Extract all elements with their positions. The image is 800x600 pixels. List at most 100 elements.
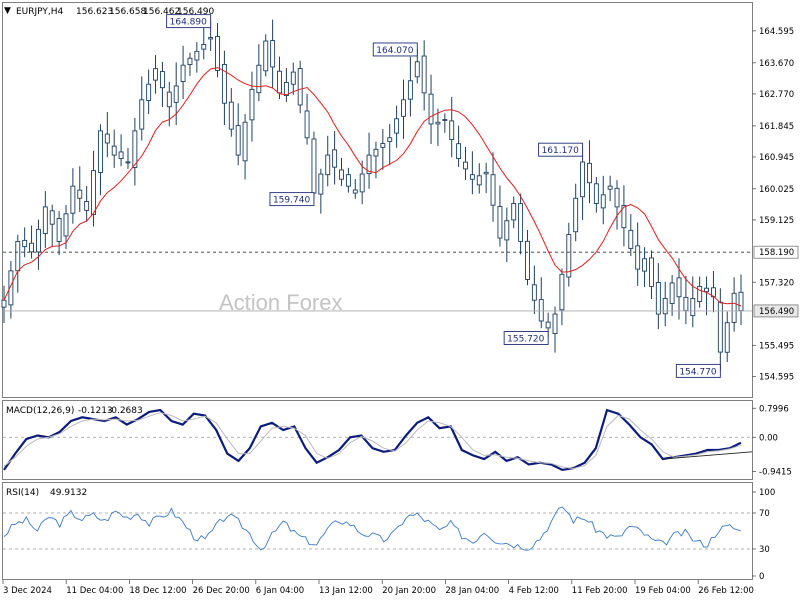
rsi-title: RSI(14) [6, 488, 39, 498]
candle-body [587, 162, 592, 184]
candle-body [77, 189, 83, 199]
price-header: ▼ EURJPY,H4 156.623 156.658 156.462 156.… [4, 6, 214, 17]
candle-body [215, 36, 220, 71]
candle-body [552, 313, 558, 334]
candle-body [297, 68, 303, 106]
candle-body [476, 175, 482, 186]
candle-body [111, 145, 117, 156]
price-label-box [269, 192, 315, 207]
x-tick-label: 6 Jan 04:00 [256, 586, 304, 596]
x-tick-label: 18 Dec 12:00 [129, 586, 186, 596]
price-tick-label: 162.770 [759, 90, 794, 100]
price-tick-label: 159.125 [759, 216, 794, 226]
candle-body [84, 201, 90, 211]
candle-body [387, 137, 393, 142]
candle-body [414, 61, 420, 78]
candle-body [97, 130, 103, 173]
rsi-tick-label: 0 [759, 572, 764, 582]
candle-body [42, 206, 48, 234]
candle-body [359, 173, 365, 193]
macd-layer [3, 408, 753, 472]
candle-body [545, 321, 551, 329]
candle-body [731, 292, 737, 323]
candle-body [242, 121, 248, 162]
candle-body [442, 119, 448, 122]
moving-average-line [3, 67, 742, 307]
macd-signal-value: -0.2683 [108, 406, 143, 416]
price-tick-label: 164.595 [759, 27, 794, 37]
support-label: 158.190 [759, 248, 794, 258]
candle-body [559, 273, 565, 311]
price-tick-label: 155.495 [759, 341, 794, 351]
candle-body [63, 213, 69, 237]
candle-body [263, 40, 269, 72]
collapse-triangle-icon[interactable]: ▼ [4, 6, 11, 16]
current-price-box [753, 304, 799, 318]
candle-body [311, 138, 317, 194]
symbol-label: EURJPY,H4 [16, 7, 64, 17]
candle-body [738, 291, 744, 312]
macd-tick-label: -0.9415 [759, 467, 792, 477]
high-value: 156.658 [109, 7, 146, 17]
candle-body [132, 130, 138, 168]
candle-body [352, 189, 358, 194]
candle-body [345, 174, 351, 187]
candle-body [283, 82, 289, 96]
rsi-tick-label: 70 [759, 509, 770, 519]
price-label-text: 159.740 [273, 196, 310, 206]
price-tick-label: 160.945 [759, 153, 794, 163]
macd-tick-label: 0.7996 [759, 404, 789, 414]
candle-body [649, 257, 654, 287]
price-label-box [675, 363, 721, 378]
x-tick-label: 20 Jan 20:00 [382, 586, 436, 596]
macd-tick-label: 0.00 [759, 433, 778, 443]
candle-body [249, 88, 255, 121]
candle-body [139, 99, 145, 130]
candle-body [366, 154, 372, 175]
rsi-layer [3, 506, 752, 551]
candle-body [593, 183, 599, 204]
x-tick-label: 4 Feb 12:00 [509, 586, 559, 596]
candle-body [531, 284, 537, 301]
price-pane-frame [2, 2, 753, 398]
rsi-pane-frame [2, 482, 753, 580]
x-tick-label: 28 Jan 04:00 [445, 586, 499, 596]
rsi-header: RSI(14) 49.9132 [6, 488, 87, 498]
rsi-line [3, 506, 742, 551]
candle-body [490, 174, 496, 206]
candle-body [8, 270, 14, 306]
candle-body [91, 170, 96, 216]
candle-body [325, 154, 331, 176]
price-tick-label: 157.320 [759, 278, 794, 288]
price-tick-label: 160.025 [759, 185, 794, 195]
candle-body [146, 83, 152, 101]
candle-body [683, 296, 689, 312]
macd-title: MACD(12,26,9) [6, 406, 74, 416]
candle-body [621, 205, 627, 229]
x-tick-label: 26 Feb 12:00 [698, 586, 754, 596]
price-label-text: 164.070 [376, 46, 413, 56]
candle-body [435, 121, 441, 125]
candle-body [676, 277, 682, 298]
open-value: 156.623 [76, 7, 113, 17]
x-tick-label: 11 Dec 04:00 [66, 586, 123, 596]
candle-body [49, 210, 55, 225]
x-tick-label: 13 Jan 12:00 [319, 586, 373, 596]
candle-body [497, 205, 503, 239]
candle-body [690, 298, 696, 317]
price-label-box [503, 331, 549, 346]
candle-body [407, 80, 413, 100]
candle-body [697, 285, 703, 302]
x-tick-label: 3 Dec 2024 [3, 586, 52, 596]
candle-body [421, 55, 427, 94]
candle-body [256, 64, 262, 94]
candle-body [428, 93, 434, 125]
macd-pane-frame [2, 400, 753, 480]
macd-header: MACD(12,26,9) -0.1213 -0.2683 [6, 406, 143, 416]
candle-body [15, 241, 21, 272]
macd-line [3, 408, 742, 472]
candle-body [504, 220, 510, 241]
candle-body [704, 287, 710, 293]
price-label-text: 154.770 [679, 367, 716, 377]
price-layer: 164.890 164.070 159.740 161.170 155.720 154.7… [1, 14, 752, 378]
